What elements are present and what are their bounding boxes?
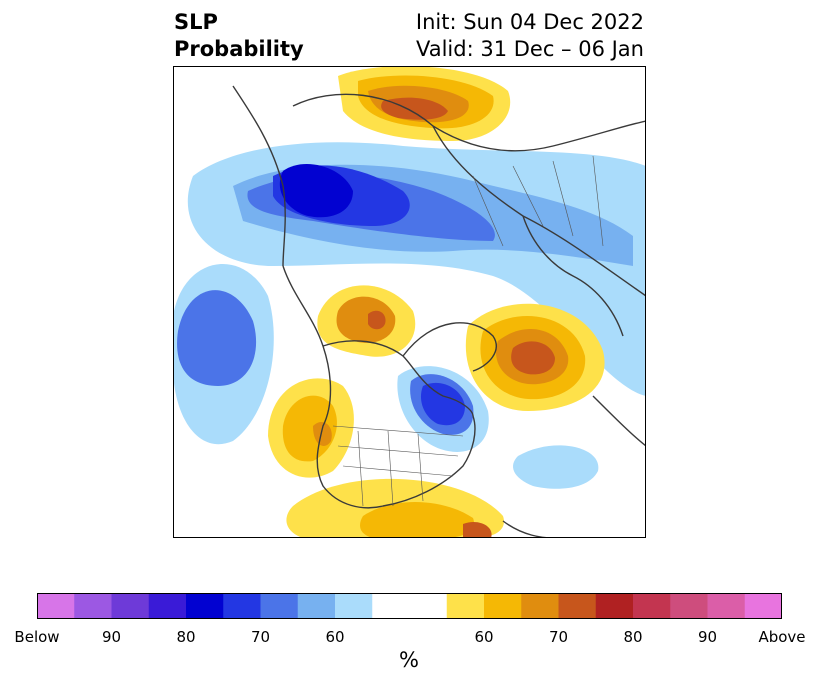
- colorbar-segment: [223, 593, 261, 619]
- above-normal-anomaly-canada: [317, 285, 416, 357]
- colorbar-segment: [670, 593, 708, 619]
- colorbar-segment: [111, 593, 150, 619]
- colorbar-segment: [148, 593, 187, 619]
- colorbar-segment: [260, 593, 299, 619]
- probability-map: [173, 66, 646, 538]
- colorbar-tick-label: 90: [697, 628, 718, 646]
- above-normal-anomaly-south: [286, 478, 504, 538]
- below-normal-anomaly-midatlantic: [513, 445, 599, 489]
- colorbar-segment: [335, 593, 373, 619]
- colorbar-segment: [633, 593, 671, 619]
- colorbar-segment: [372, 593, 410, 619]
- below-normal-anomaly-asia: [187, 142, 646, 396]
- colorbar-segment: [74, 593, 112, 619]
- colorbar-unit: %: [399, 648, 419, 672]
- valid-date: Valid: 31 Dec – 06 Jan: [415, 37, 644, 61]
- colorbar-tick-label: 60: [474, 628, 494, 646]
- colorbar-segment: [521, 593, 559, 619]
- colorbar-segment: [744, 593, 782, 619]
- title-right: Init: Sun 04 Dec 2022 Valid: 31 Dec – 06…: [416, 9, 644, 63]
- colorbar-tick-label: 80: [623, 628, 643, 646]
- coastlines: [232, 85, 646, 538]
- colorbar: [37, 593, 782, 619]
- variable-title: SLP: [174, 10, 218, 34]
- below-normal-anomaly-east-canada: [397, 366, 489, 452]
- above-normal-anomaly-arctic: [338, 66, 511, 141]
- colorbar-segment: [595, 593, 634, 619]
- below-normal-anomaly-pacific: [173, 263, 274, 445]
- colorbar-segment: [707, 593, 746, 619]
- above-normal-anomaly-western-us: [268, 378, 354, 478]
- colorbar-tick-label: Above: [758, 628, 806, 646]
- colorbar-segment: [446, 593, 485, 619]
- title-left: SLP Probability: [174, 9, 304, 63]
- init-date: Init: Sun 04 Dec 2022: [415, 10, 644, 34]
- colorbar-segment: [484, 593, 522, 619]
- colorbar-tick-label: 90: [101, 628, 122, 646]
- above-normal-anomaly-atlantic: [465, 303, 605, 411]
- colorbar-segment: [37, 593, 75, 619]
- colorbar-tick-label: 60: [325, 628, 345, 646]
- variable-subtitle: Probability: [174, 37, 304, 61]
- colorbar-segment: [186, 593, 224, 619]
- colorbar-tick-label: Below: [14, 628, 60, 646]
- colorbar-segment: [558, 593, 597, 619]
- colorbar-tick-label: 80: [176, 628, 196, 646]
- colorbar-tick-label: 70: [548, 628, 569, 646]
- colorbar-tick-label: 70: [250, 628, 271, 646]
- colorbar-segment: [409, 593, 448, 619]
- colorbar-border: [37, 593, 782, 619]
- political-borders: [332, 155, 604, 507]
- colorbar-segment: [297, 593, 336, 619]
